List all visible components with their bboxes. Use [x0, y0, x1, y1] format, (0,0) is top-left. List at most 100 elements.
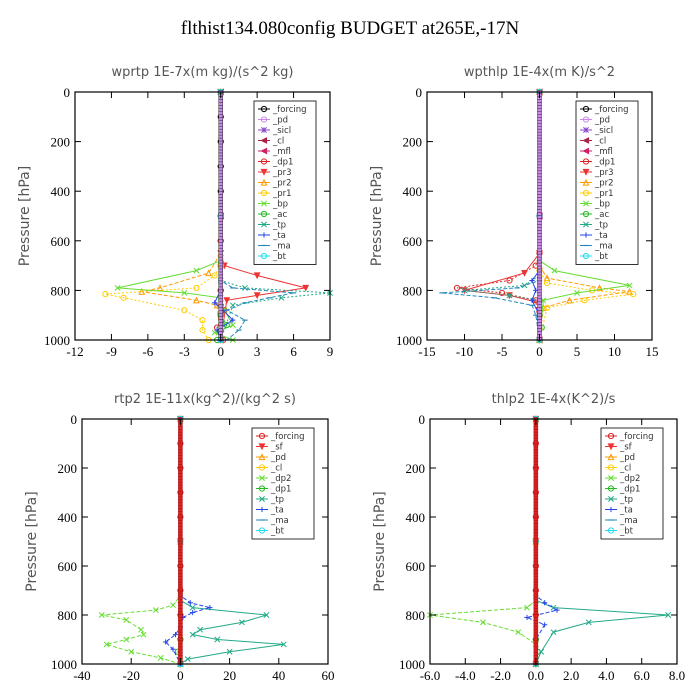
legend-label: _bt: [594, 252, 609, 262]
x-tick-label: -40: [73, 668, 90, 683]
zero-marker: [537, 146, 542, 151]
zero-marker: [178, 490, 183, 495]
zero-marker: [178, 581, 183, 586]
data-point: [608, 506, 614, 513]
zero-marker: [533, 578, 539, 583]
data-point: [123, 636, 130, 643]
zero-marker: [533, 590, 539, 595]
zero-marker: [533, 490, 539, 495]
zero-marker: [533, 599, 539, 604]
zero-marker: [537, 256, 542, 261]
zero-marker: [218, 268, 223, 273]
legend-label: _tp: [594, 221, 608, 231]
zero-marker: [178, 481, 183, 486]
zero-marker: [218, 280, 223, 285]
zero-marker: [178, 502, 183, 507]
zero-marker: [218, 134, 223, 139]
zero-marker: [178, 558, 183, 562]
zero-marker: [537, 274, 542, 279]
x-tick-label: 2.0: [563, 668, 579, 683]
data-point: [506, 277, 513, 284]
zero-marker: [178, 499, 183, 504]
data-point: [140, 631, 147, 638]
x-tick-label: 6.0: [634, 668, 650, 683]
series-line: [535, 419, 669, 665]
zero-marker: [178, 625, 183, 630]
legend-label: _pd: [270, 453, 286, 463]
zero-marker: [218, 215, 223, 219]
y-axis-label: Pressure [hPa]: [24, 491, 40, 591]
zero-marker: [218, 167, 223, 172]
x-tick-label: 0: [536, 344, 543, 359]
zero-marker: [178, 446, 183, 451]
legend-label: _ma: [619, 516, 638, 526]
zero-column: [218, 90, 223, 341]
panel-title: thlp2 1E-4x(K^2)/s: [492, 392, 616, 407]
data-point: [538, 648, 545, 655]
data-point: [123, 616, 130, 623]
legend-label: _bt: [270, 527, 285, 537]
zero-marker: [218, 185, 223, 189]
zero-marker: [537, 114, 542, 118]
series-line: [105, 92, 222, 341]
zero-marker: [533, 499, 539, 504]
data-point: [582, 158, 590, 165]
zero-marker: [178, 534, 183, 539]
data-point: [258, 443, 266, 451]
data-point: [506, 292, 513, 299]
x-tick-label: -6.0: [420, 668, 441, 683]
panel-3: rtp2 1E-11x(kg^2)/(kg^2 s) Pressure [hPa]…: [24, 392, 335, 683]
zero-marker: [537, 307, 542, 311]
zero-marker: [537, 322, 542, 326]
data-point: [193, 296, 200, 304]
y-axis-label: Pressure [hPa]: [369, 166, 385, 266]
zero-marker: [218, 176, 223, 181]
legend-label: _pd: [272, 116, 288, 126]
data-point: [258, 453, 266, 461]
zero-marker: [533, 573, 539, 577]
data-point: [524, 614, 530, 621]
zero-marker: [218, 259, 223, 264]
data-point: [258, 527, 266, 534]
y-tick-label: 0: [71, 412, 78, 427]
series-line: [464, 92, 540, 340]
legend-label: _bp: [594, 200, 610, 210]
zero-marker: [533, 564, 539, 568]
series-dp2: [427, 416, 539, 667]
zero-marker: [537, 230, 542, 234]
y-axis-label: Pressure [hPa]: [372, 491, 388, 591]
zero-marker: [537, 242, 542, 246]
legend-label: _sicl: [272, 126, 291, 136]
zero-marker: [537, 155, 542, 160]
zero-marker: [537, 134, 542, 139]
zero-marker: [533, 587, 539, 592]
panel-title: wprtp 1E-7x(m kg)/(s^2 kg): [112, 65, 294, 80]
zero-marker: [533, 505, 539, 509]
zero-marker: [178, 590, 183, 595]
data-point: [163, 639, 169, 645]
zero-marker: [533, 508, 539, 512]
zero-marker: [533, 434, 539, 439]
legend-label: _dp2: [619, 474, 640, 484]
zero-marker: [178, 634, 183, 639]
zero-marker: [537, 209, 542, 213]
zero-marker: [537, 253, 542, 258]
zero-marker: [533, 514, 539, 518]
legend-label: _ta: [270, 506, 284, 516]
zero-marker: [533, 570, 539, 574]
zero-marker: [537, 215, 542, 219]
data-point: [529, 297, 535, 303]
zero-marker: [218, 277, 223, 282]
data-point: [607, 485, 615, 492]
x-tick-label: 3: [254, 344, 261, 359]
data-point: [583, 200, 589, 207]
zero-marker: [537, 185, 542, 189]
zero-marker: [178, 426, 183, 430]
legend-label: _tp: [270, 495, 284, 505]
zero-marker: [178, 531, 183, 536]
zero-marker: [533, 455, 539, 459]
data-point: [199, 326, 206, 334]
zero-marker: [533, 540, 539, 545]
zero-marker: [537, 194, 542, 198]
